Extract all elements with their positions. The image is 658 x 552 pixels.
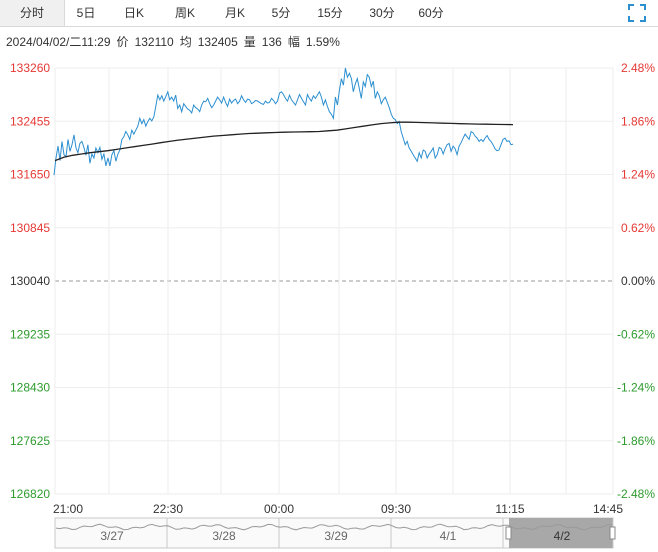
info-change: 1.59% xyxy=(305,35,340,49)
y-tick-right: 1.86% xyxy=(621,114,655,128)
info-price: 132110 xyxy=(134,35,174,49)
navigator-date-label: 3/29 xyxy=(324,529,348,543)
y-tick-left: 126820 xyxy=(10,487,50,501)
info-volume-label: 量 xyxy=(243,35,256,49)
tab-0[interactable]: 分时 xyxy=(0,0,65,26)
info-datetime: 2024/04/02/二11:29 xyxy=(6,35,111,49)
info-change-label: 幅 xyxy=(287,35,300,49)
navigator-selected-range xyxy=(509,518,613,548)
tab-4[interactable]: 月K xyxy=(224,6,245,20)
tab-8[interactable]: 60分 xyxy=(418,6,444,20)
price-line xyxy=(53,67,514,176)
info-price-label: 价 xyxy=(116,35,129,49)
navigator-trace xyxy=(55,523,613,531)
tab-2[interactable]: 日K xyxy=(123,6,144,20)
y-tick-right: -0.62% xyxy=(617,327,655,341)
tab-6[interactable]: 15分 xyxy=(317,6,343,20)
x-tick-label: 00:00 xyxy=(264,502,294,516)
expand-icon[interactable] xyxy=(628,4,646,22)
y-tick-right: 0.00% xyxy=(621,274,655,288)
y-tick-right: 1.24% xyxy=(621,168,655,182)
average-price-line xyxy=(54,121,514,162)
y-tick-right: 2.48% xyxy=(621,61,655,75)
tab-5[interactable]: 5分 xyxy=(271,6,291,20)
period-tab-bar: 分时 5日 日K 周K 月K 5分 15分 30分 60分 xyxy=(0,0,658,27)
x-tick-label: 11:15 xyxy=(495,502,524,516)
quote-info-line: 2024/04/02/二11:29 价 132110 均 132405 量 136 幅 1.59… xyxy=(6,33,346,50)
y-tick-right: -2.48% xyxy=(617,487,655,501)
x-tick-label: 22:30 xyxy=(153,502,183,516)
y-tick-left: 130845 xyxy=(10,221,50,235)
y-tick-left: 132455 xyxy=(10,114,50,128)
navigator-date-label: 3/28 xyxy=(212,529,236,543)
y-tick-left: 131650 xyxy=(10,168,50,182)
x-tick-label: 14:45 xyxy=(593,502,623,516)
x-tick-label: 21:00 xyxy=(53,502,83,516)
navigator-date-label: 3/27 xyxy=(100,529,124,543)
navigator-date-label: 4/2 xyxy=(554,529,571,543)
info-volume: 136 xyxy=(261,35,282,49)
y-tick-right: -1.86% xyxy=(617,434,655,448)
y-tick-left: 127625 xyxy=(10,434,50,448)
navigator-handle-left[interactable] xyxy=(505,526,512,540)
info-avg: 132405 xyxy=(197,35,238,49)
y-tick-right: -1.24% xyxy=(617,381,655,395)
y-tick-left: 130040 xyxy=(10,274,50,288)
info-avg-label: 均 xyxy=(179,35,192,49)
range-navigator: 3/27 3/28 3/29 4/1 4/2 xyxy=(54,517,616,549)
y-tick-left: 129235 xyxy=(10,327,50,341)
y-tick-left: 128430 xyxy=(10,381,50,395)
x-tick-label: 09:30 xyxy=(381,502,411,516)
navigator-date-label: 4/1 xyxy=(440,529,457,543)
navigator-handle-right[interactable] xyxy=(609,526,616,540)
y-tick-left: 133260 xyxy=(10,61,50,75)
tab-1[interactable]: 5日 xyxy=(76,6,96,20)
tab-7[interactable]: 30分 xyxy=(369,6,395,20)
tab-3[interactable]: 周K xyxy=(174,6,195,20)
y-tick-right: 0.62% xyxy=(621,221,655,235)
